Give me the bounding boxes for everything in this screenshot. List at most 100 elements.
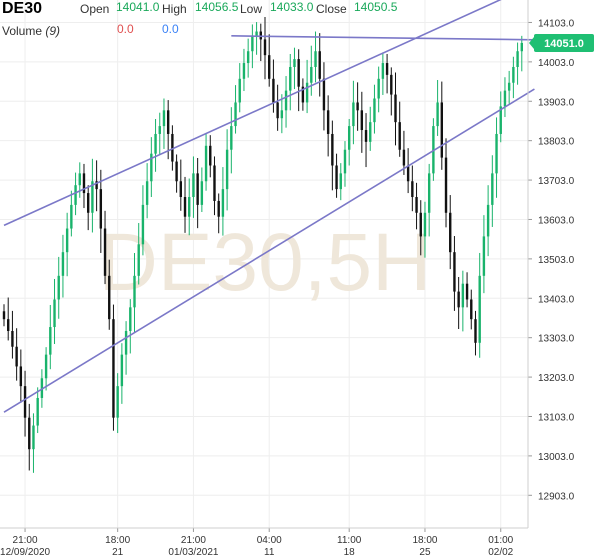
candle-body[interactable] xyxy=(116,386,119,418)
candle-body[interactable] xyxy=(520,42,523,52)
candle-body[interactable] xyxy=(86,193,90,213)
candles[interactable] xyxy=(2,16,523,473)
candle-body[interactable] xyxy=(120,354,124,387)
candle-body[interactable] xyxy=(516,51,519,67)
trendline[interactable] xyxy=(3,0,534,227)
candle-body[interactable] xyxy=(356,102,359,111)
candle-body[interactable] xyxy=(402,149,406,166)
candle-body[interactable] xyxy=(246,51,250,64)
candle-body[interactable] xyxy=(377,78,380,99)
candle-body[interactable] xyxy=(268,55,271,79)
candle-body[interactable] xyxy=(141,204,145,245)
candle-body[interactable] xyxy=(318,51,321,79)
candle-body[interactable] xyxy=(272,78,275,103)
candle-body[interactable] xyxy=(154,133,157,154)
candle-body[interactable] xyxy=(411,181,414,198)
candle-body[interactable] xyxy=(200,181,204,205)
candle-body[interactable] xyxy=(2,311,6,320)
candle-body[interactable] xyxy=(209,145,212,166)
candle-body[interactable] xyxy=(234,102,237,127)
trendlines[interactable] xyxy=(3,0,535,413)
candle-body[interactable] xyxy=(124,330,128,355)
candle-body[interactable] xyxy=(145,181,149,205)
candle-body[interactable] xyxy=(385,63,389,75)
candle-body[interactable] xyxy=(255,31,258,36)
candle-body[interactable] xyxy=(343,149,347,174)
candle-body[interactable] xyxy=(364,130,368,142)
candle-body[interactable] xyxy=(61,252,65,276)
candle-body[interactable] xyxy=(453,252,456,292)
candle-body[interactable] xyxy=(507,82,511,91)
candle-body[interactable] xyxy=(40,378,44,398)
candle-body[interactable] xyxy=(352,102,355,127)
candle-body[interactable] xyxy=(137,244,140,276)
candle-body[interactable] xyxy=(53,299,56,328)
candle-body[interactable] xyxy=(503,90,507,107)
candle-body[interactable] xyxy=(486,204,490,237)
candle-body[interactable] xyxy=(213,165,216,201)
candle-body[interactable] xyxy=(461,283,465,308)
candle-body[interactable] xyxy=(440,102,444,158)
candle-body[interactable] xyxy=(280,110,284,119)
candle-body[interactable] xyxy=(150,153,153,182)
candle-body[interactable] xyxy=(225,149,229,190)
candle-body[interactable] xyxy=(457,291,460,308)
candle-body[interactable] xyxy=(427,173,431,213)
candle-body[interactable] xyxy=(406,165,410,182)
trendline[interactable] xyxy=(3,88,535,413)
candle-body[interactable] xyxy=(133,275,136,308)
candle-body[interactable] xyxy=(289,66,292,91)
candle-body[interactable] xyxy=(95,181,98,190)
candle-body[interactable] xyxy=(11,330,14,347)
candle-body[interactable] xyxy=(171,133,174,162)
candle-body[interactable] xyxy=(470,299,473,320)
candle-body[interactable] xyxy=(183,197,187,217)
candle-body[interactable] xyxy=(230,126,233,150)
candle-body[interactable] xyxy=(15,346,18,367)
candle-body[interactable] xyxy=(347,126,351,150)
candle-body[interactable] xyxy=(314,51,317,67)
candle-body[interactable] xyxy=(242,63,246,79)
candle-body[interactable] xyxy=(74,185,77,205)
candle-body[interactable] xyxy=(322,78,326,111)
candle-body[interactable] xyxy=(65,228,69,253)
candle-body[interactable] xyxy=(512,66,515,83)
candle-body[interactable] xyxy=(499,106,502,134)
candle-body[interactable] xyxy=(482,236,486,276)
candle-body[interactable] xyxy=(99,189,103,229)
candle-body[interactable] xyxy=(103,228,107,276)
candle-body[interactable] xyxy=(360,110,364,131)
candle-body[interactable] xyxy=(444,157,448,213)
candle-body[interactable] xyxy=(196,173,199,205)
candle-body[interactable] xyxy=(495,133,498,174)
candle-body[interactable] xyxy=(108,275,111,320)
candle-body[interactable] xyxy=(474,319,477,343)
candle-body[interactable] xyxy=(36,397,39,426)
candle-body[interactable] xyxy=(297,59,300,87)
candle-body[interactable] xyxy=(390,74,393,95)
candle-body[interactable] xyxy=(491,173,494,205)
candle-body[interactable] xyxy=(331,133,334,166)
candle-body[interactable] xyxy=(23,386,27,418)
candle-body[interactable] xyxy=(369,122,372,142)
candle-body[interactable] xyxy=(301,86,305,103)
candle-body[interactable] xyxy=(129,307,132,331)
candle-body[interactable] xyxy=(32,425,35,450)
trendline[interactable] xyxy=(231,35,535,41)
candle-body[interactable] xyxy=(398,122,401,150)
candle-body[interactable] xyxy=(238,78,241,103)
candle-body[interactable] xyxy=(78,173,81,186)
candle-body[interactable] xyxy=(158,126,161,134)
candle-body[interactable] xyxy=(179,181,183,198)
candle-body[interactable] xyxy=(82,173,86,194)
candle-body[interactable] xyxy=(335,165,338,190)
candle-body[interactable] xyxy=(415,197,418,213)
candle-body[interactable] xyxy=(394,94,397,123)
candle-body[interactable] xyxy=(263,39,267,56)
candle-body[interactable] xyxy=(192,173,195,198)
candle-body[interactable] xyxy=(251,35,254,52)
candle-body[interactable] xyxy=(293,59,296,67)
candle-body[interactable] xyxy=(465,283,469,300)
candle-body[interactable] xyxy=(419,212,422,237)
